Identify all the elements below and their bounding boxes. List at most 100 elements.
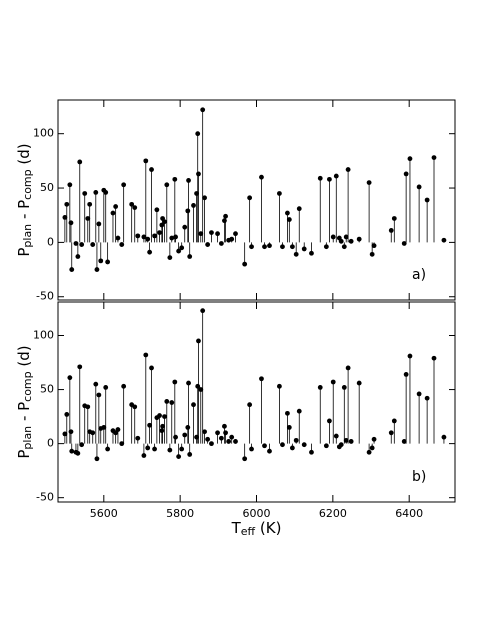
data-point bbox=[145, 236, 151, 242]
data-point bbox=[62, 214, 68, 220]
x-tick-label: 6200 bbox=[319, 507, 347, 520]
data-point bbox=[186, 178, 191, 183]
data-point bbox=[330, 234, 336, 240]
axis-title: Pplan - Pcomp (d) bbox=[15, 143, 35, 256]
data-point bbox=[77, 364, 83, 370]
y-tick-label: 0 bbox=[47, 235, 54, 248]
data-point bbox=[195, 131, 201, 137]
data-point bbox=[77, 159, 83, 165]
data-point bbox=[403, 171, 409, 177]
x-tick-label: 6000 bbox=[243, 507, 271, 520]
data-point bbox=[262, 443, 267, 449]
data-point bbox=[191, 203, 196, 208]
data-point bbox=[209, 230, 214, 236]
label-part: T bbox=[231, 519, 242, 537]
data-point bbox=[157, 413, 162, 418]
data-point bbox=[441, 434, 447, 440]
data-point bbox=[119, 441, 125, 447]
data-point bbox=[371, 243, 377, 249]
data-point bbox=[115, 427, 121, 432]
data-point bbox=[198, 231, 204, 237]
data-point bbox=[345, 365, 351, 371]
data-point bbox=[87, 201, 93, 207]
data-point bbox=[187, 452, 193, 457]
subscript: comp bbox=[21, 371, 34, 401]
data-point bbox=[286, 217, 292, 222]
data-point bbox=[162, 414, 167, 419]
data-point bbox=[121, 182, 127, 188]
y-tick-label: 100 bbox=[33, 329, 54, 342]
data-point bbox=[280, 442, 285, 448]
data-point bbox=[366, 180, 372, 186]
axis-title: Pplan - Pcomp (d) bbox=[15, 345, 35, 458]
data-point bbox=[149, 167, 154, 172]
data-point bbox=[129, 201, 135, 207]
data-point bbox=[96, 221, 102, 227]
data-point bbox=[301, 246, 307, 252]
subscript: plan bbox=[21, 426, 34, 450]
data-point bbox=[145, 445, 151, 451]
data-point bbox=[424, 395, 430, 401]
data-point bbox=[391, 216, 397, 221]
plot-frame bbox=[57, 99, 456, 301]
data-point bbox=[333, 433, 339, 439]
data-point bbox=[209, 441, 214, 447]
data-point bbox=[286, 425, 292, 430]
data-point bbox=[202, 195, 207, 201]
data-point bbox=[79, 442, 85, 448]
data-point bbox=[85, 404, 91, 410]
data-point bbox=[343, 437, 349, 443]
data-point bbox=[309, 250, 314, 256]
data-point bbox=[115, 235, 121, 241]
data-point bbox=[280, 244, 285, 250]
data-point bbox=[223, 213, 228, 219]
x-tick-label: 5800 bbox=[166, 507, 194, 520]
panel-label: a) bbox=[412, 267, 426, 283]
data-point bbox=[164, 182, 170, 188]
data-point bbox=[182, 224, 188, 230]
data-point bbox=[296, 408, 302, 414]
data-point bbox=[223, 430, 228, 436]
data-point bbox=[205, 436, 211, 442]
data-point bbox=[90, 430, 96, 436]
data-point bbox=[388, 430, 394, 436]
data-point bbox=[160, 423, 165, 429]
data-point bbox=[172, 176, 178, 182]
data-point bbox=[267, 448, 272, 454]
data-point bbox=[293, 251, 299, 257]
label-part: P bbox=[15, 450, 33, 459]
data-point bbox=[113, 204, 119, 209]
data-point bbox=[154, 207, 160, 213]
data-point bbox=[233, 231, 238, 237]
data-point bbox=[94, 456, 100, 462]
data-point bbox=[68, 429, 74, 435]
data-point bbox=[186, 380, 191, 386]
data-point bbox=[289, 445, 295, 451]
data-point bbox=[218, 435, 224, 441]
data-point bbox=[317, 385, 323, 390]
data-point bbox=[169, 400, 175, 405]
data-point bbox=[441, 237, 447, 243]
data-point bbox=[301, 442, 307, 448]
data-point bbox=[338, 442, 344, 448]
data-point bbox=[96, 392, 102, 398]
data-point bbox=[64, 412, 70, 417]
data-point bbox=[121, 383, 127, 389]
data-point bbox=[75, 254, 81, 259]
axis-title: Teff (K) bbox=[231, 519, 282, 539]
data-point bbox=[173, 434, 178, 440]
data-point bbox=[323, 443, 329, 449]
data-point bbox=[348, 238, 354, 244]
data-point bbox=[135, 233, 141, 239]
data-point bbox=[162, 219, 167, 225]
data-point bbox=[195, 383, 201, 389]
data-point bbox=[169, 235, 175, 241]
data-point bbox=[141, 453, 147, 458]
x-tick-label: 6400 bbox=[395, 507, 423, 520]
data-point bbox=[388, 228, 394, 233]
data-point bbox=[167, 255, 173, 261]
data-point bbox=[267, 243, 272, 249]
data-point bbox=[157, 230, 162, 236]
